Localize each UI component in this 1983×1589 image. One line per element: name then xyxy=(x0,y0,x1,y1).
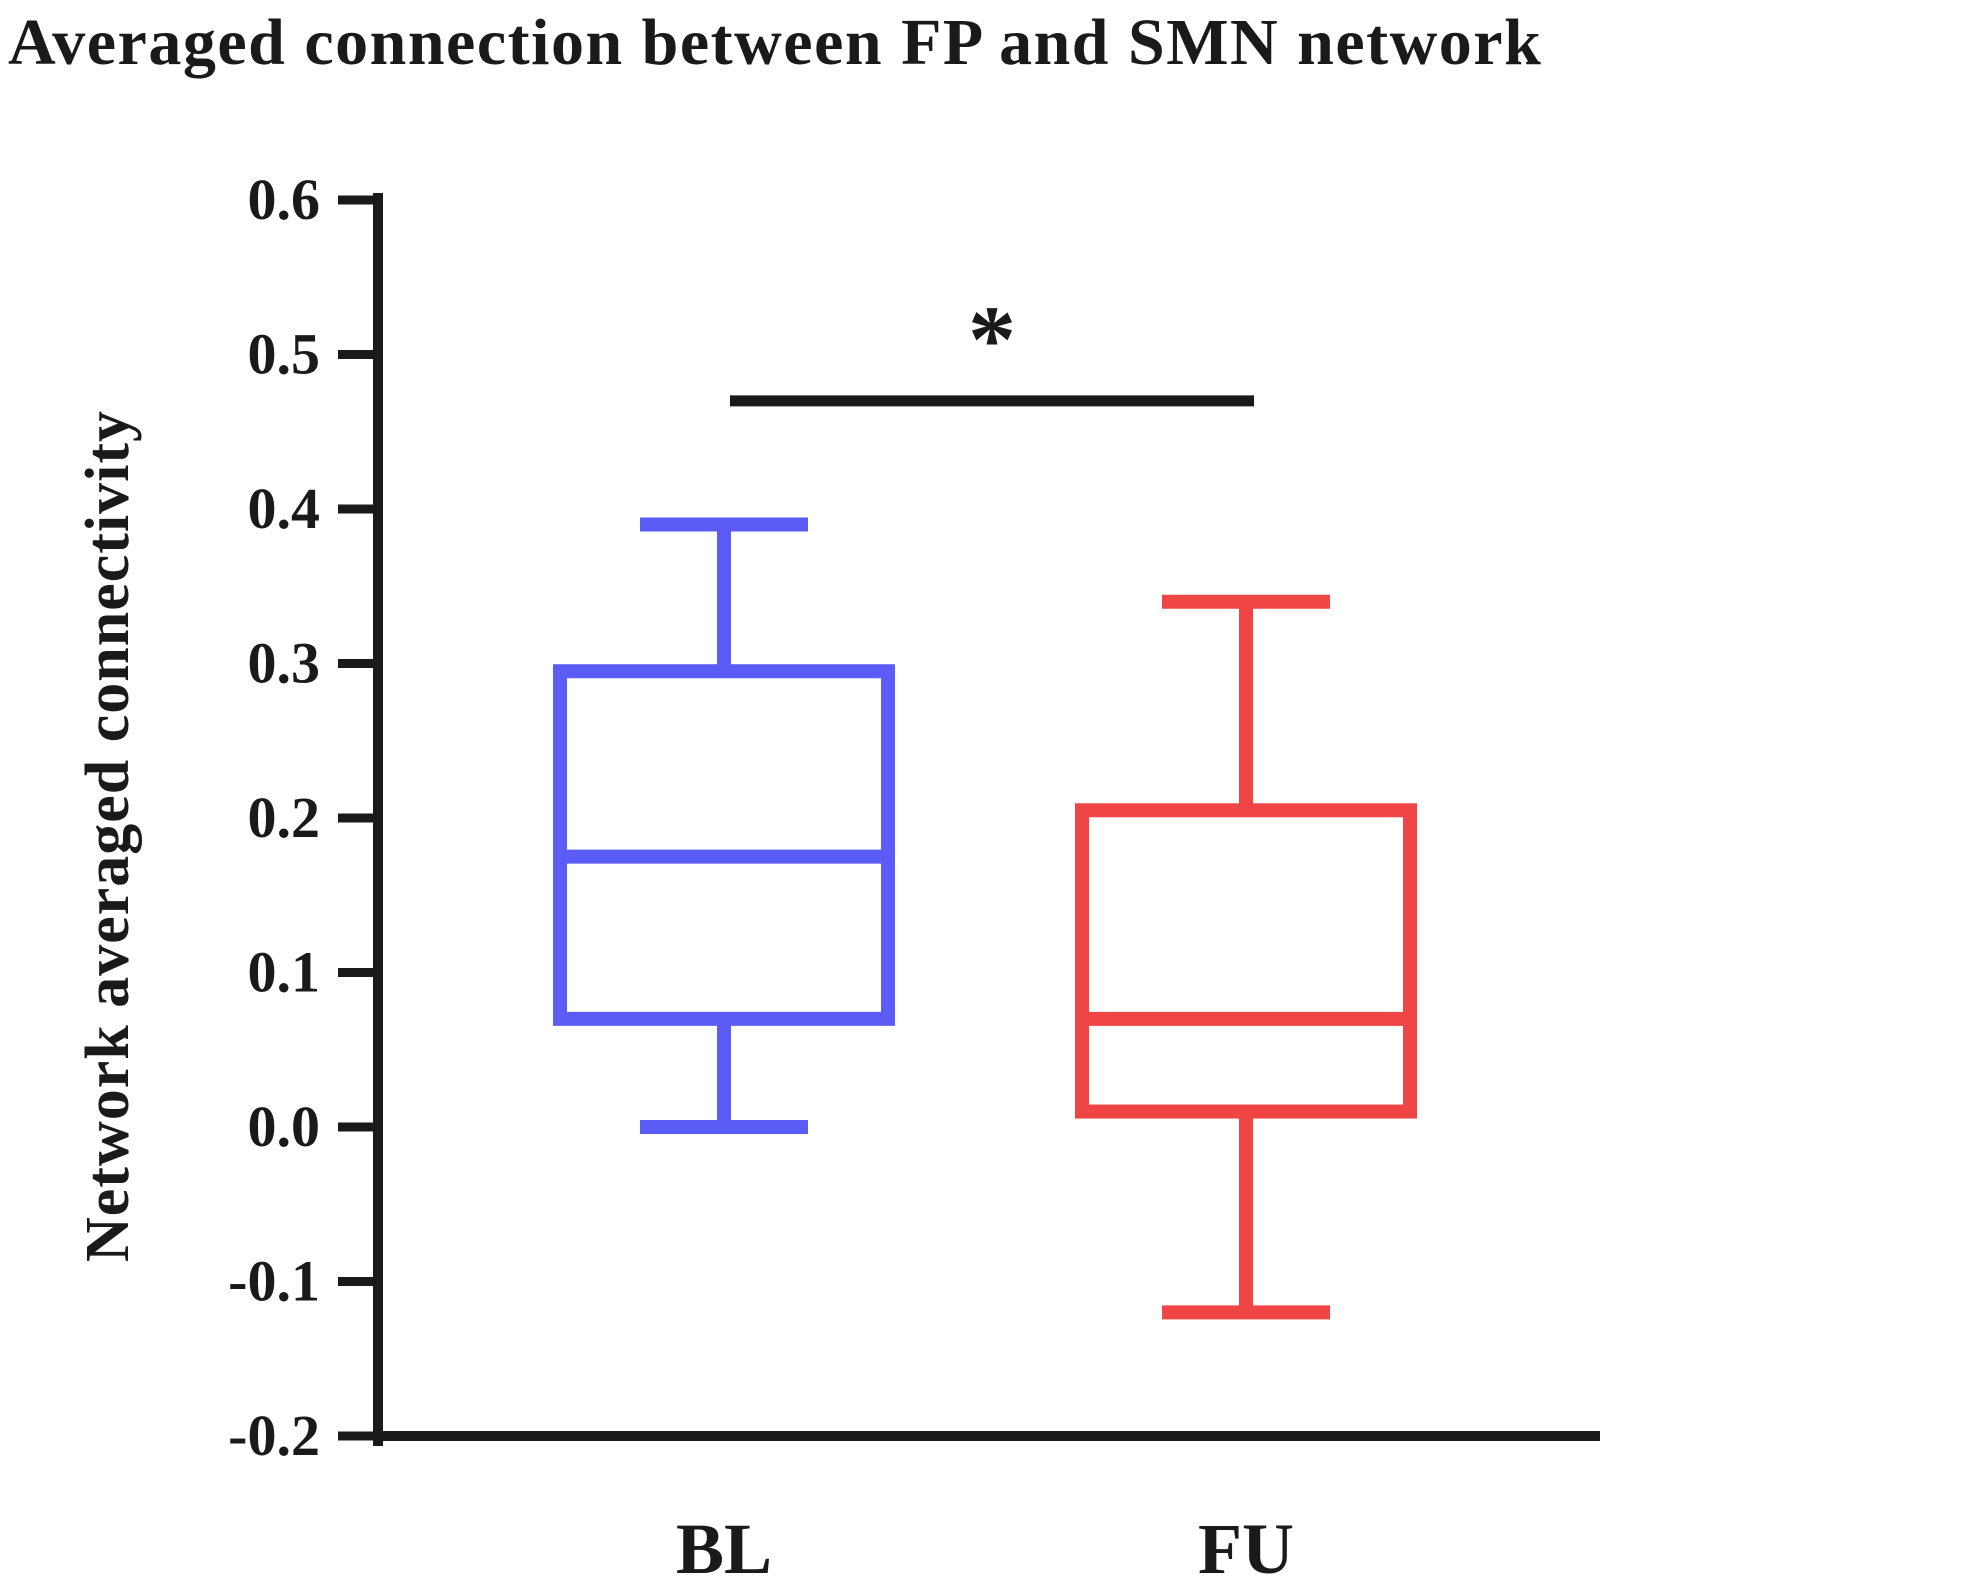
y-axis-label: Network averaged connectivity xyxy=(74,410,142,1262)
interquartile-box xyxy=(553,664,895,1026)
y-tick-label: 0.5 xyxy=(248,322,321,387)
y-tick-label: -0.1 xyxy=(228,1249,320,1314)
y-tick-label: -0.2 xyxy=(228,1403,320,1468)
significance-star: * xyxy=(968,286,1016,393)
x-categories: BL FU xyxy=(676,1509,1294,1589)
y-tick-label: 0.6 xyxy=(248,167,321,232)
box-bl xyxy=(553,517,895,1134)
y-tick-label: 0.4 xyxy=(248,476,321,541)
significance-annotation: * xyxy=(730,286,1254,407)
chart-title: Averaged connection between FP and SMN n… xyxy=(8,6,1542,79)
boxes xyxy=(553,517,1417,1320)
x-category-label: FU xyxy=(1198,1509,1294,1589)
interquartile-box xyxy=(1075,803,1417,1119)
x-category-label: BL xyxy=(676,1509,772,1589)
y-tick-label: 0.0 xyxy=(248,1094,321,1159)
y-tick-label: 0.3 xyxy=(248,631,321,696)
y-tick-label: 0.1 xyxy=(248,940,321,1005)
box-fu xyxy=(1075,594,1417,1320)
y-tick-label: 0.2 xyxy=(248,785,321,850)
y-ticks: 0.6 0.5 0.4 0.3 0.2 0.1 0.0 -0.1 -0.2 xyxy=(228,167,378,1468)
